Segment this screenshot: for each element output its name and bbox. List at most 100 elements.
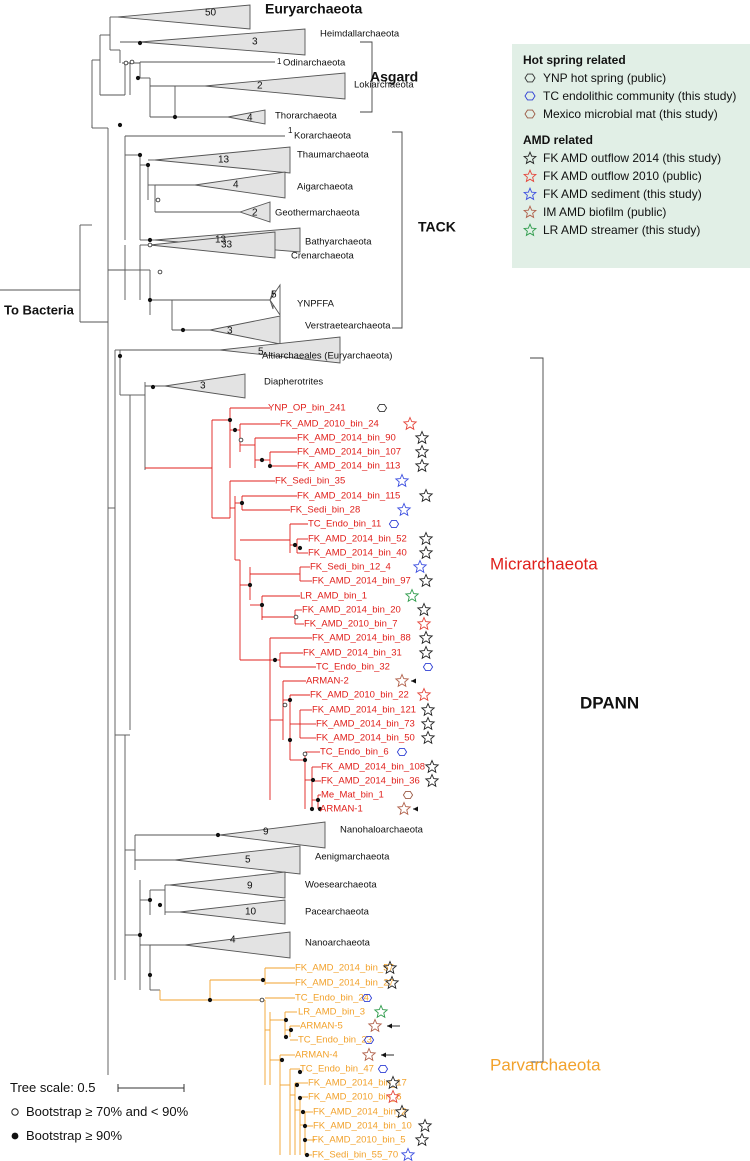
legend-item-label: YNP hot spring (public)	[543, 71, 667, 85]
hexagon-icon	[361, 993, 373, 1003]
clade-name: Woesearchaeota	[305, 880, 377, 891]
legend-item: TC endolithic community (this study)	[523, 87, 750, 105]
star-icon	[373, 1004, 389, 1019]
hexagon-icon	[524, 110, 536, 119]
star-icon	[394, 473, 410, 488]
legend-item: FK AMD outflow 2010 (public)	[523, 167, 750, 185]
clade-name: Verstraetearchaeota	[305, 321, 391, 332]
micr-leaf-label: FK_AMD_2014_bin_52	[308, 534, 407, 545]
collapsed-clade	[184, 931, 291, 959]
bootstrap-high-node	[302, 757, 308, 763]
bootstrap-high-node	[292, 542, 298, 548]
legend-item: FK AMD sediment (this study)	[523, 185, 750, 203]
clade-count: 1	[288, 126, 293, 135]
bootstrap-high-node	[207, 997, 213, 1003]
legend-item-label: Mexico microbial mat (this study)	[543, 107, 718, 122]
clade-count: 3	[200, 381, 206, 392]
bootstrap-high-node	[157, 902, 163, 908]
bootstrap-high-node	[315, 797, 321, 803]
hexagon-icon	[524, 91, 536, 101]
clade-count: 3	[227, 326, 233, 337]
clade-name: Bathyarchaeota	[305, 237, 372, 248]
legend-item: FK AMD outflow 2014 (this study)	[523, 149, 750, 167]
star-icon	[420, 716, 436, 731]
clade-count: 9	[263, 827, 269, 838]
bootstrap-filled-entry: Bootstrap ≥ 90%	[10, 1124, 194, 1148]
micr-leaf-label: FK_AMD_2010_bin_7	[304, 619, 397, 630]
clade-name: Thaumarchaeota	[297, 150, 370, 161]
star-icon	[385, 1075, 401, 1090]
bootstrap-mid-node	[157, 269, 163, 275]
clade-count: 4	[247, 113, 253, 124]
collapsed-clade	[194, 171, 286, 199]
bootstrap-high-node	[297, 545, 303, 551]
bootstrap-high-node	[287, 737, 293, 743]
star-icon	[417, 1118, 433, 1133]
star-icon	[418, 573, 434, 588]
bootstrap-high-node	[283, 1017, 289, 1023]
star-icon	[384, 975, 400, 990]
star-icon	[416, 616, 432, 631]
star-icon	[396, 801, 412, 816]
star-icon	[418, 545, 434, 560]
bootstrap-high-node	[147, 297, 153, 303]
bootstrap-mid-node	[302, 751, 308, 757]
hexagon-icon	[363, 1035, 375, 1045]
bootstrap-open-label: Bootstrap ≥ 70% and < 90%	[26, 1104, 189, 1119]
clade-count: 2	[257, 81, 263, 92]
hexagon-icon	[524, 110, 536, 119]
parv-leaf-label: FK_AMD_2014_bin_57	[295, 963, 394, 974]
micr-leaf-label: FK_AMD_2014_bin_108	[321, 762, 425, 773]
clade-name: Odinarchaeota	[283, 58, 346, 69]
star-icon	[394, 1104, 410, 1119]
clade-name: Lokiarchaeota	[354, 80, 414, 91]
bootstrap-high-node	[272, 657, 278, 663]
collapsed-clade	[219, 336, 341, 364]
bootstrap-high-node	[259, 457, 265, 463]
micr-leaf-label: FK_AMD_2014_bin_40	[308, 548, 407, 559]
bootstrap-high-node	[247, 582, 253, 588]
bootstrap-high-node	[309, 806, 315, 812]
star-icon	[416, 602, 432, 617]
micr-leaf-label: Me_Mat_bin_1	[321, 790, 384, 801]
star-icon	[418, 531, 434, 546]
parv-leaf-label: ARMAN-5	[300, 1021, 343, 1032]
dpann-label: DPANN	[580, 693, 639, 712]
star-icon	[424, 773, 440, 788]
bootstrap-high-node	[302, 1137, 308, 1143]
bootstrap-mid-node	[147, 242, 153, 248]
bootstrap-open-entry: Bootstrap ≥ 70% and < 90%	[10, 1100, 194, 1124]
clade-count: 5	[271, 290, 277, 301]
star-icon	[396, 502, 412, 517]
collapsed-clade	[209, 315, 281, 345]
bootstrap-high-node	[288, 1027, 294, 1033]
collapsed-clade	[227, 109, 266, 125]
bootstrap-high-node	[117, 122, 123, 128]
hexagon-icon	[376, 403, 388, 413]
micr-leaf-label: FK_AMD_2014_bin_31	[303, 648, 402, 659]
clade-count: 9	[247, 881, 253, 892]
clade-count: 13	[218, 155, 230, 166]
legend-item-label: IM AMD biofilm (public)	[543, 205, 667, 220]
legend-item-label: FK AMD outflow 2010 (public)	[543, 168, 702, 183]
bootstrap-high-node	[135, 75, 141, 81]
filled-circle-icon	[11, 1132, 19, 1140]
bootstrap-high-node	[317, 806, 323, 812]
hexagon-icon	[422, 662, 434, 672]
star-icon	[424, 759, 440, 774]
star-icon	[523, 205, 537, 219]
bootstrap-mid-node	[293, 614, 299, 620]
bootstrap-high-node	[172, 114, 178, 120]
star-icon	[420, 730, 436, 745]
clade-count: 5	[245, 855, 251, 866]
bootstrap-high-node	[147, 237, 153, 243]
bootstrap-high-node	[232, 427, 238, 433]
bootstrap-mid-node	[129, 59, 135, 65]
collapsed-clade	[179, 899, 286, 925]
source-markers	[361, 403, 440, 1161]
legend-amd-list: FK AMD outflow 2014 (this study) FK AMD o…	[523, 149, 750, 240]
bootstrap-nodes	[117, 40, 323, 1158]
asgard-bracket	[360, 41, 373, 113]
clade-name: Diapherotrites	[264, 377, 323, 388]
